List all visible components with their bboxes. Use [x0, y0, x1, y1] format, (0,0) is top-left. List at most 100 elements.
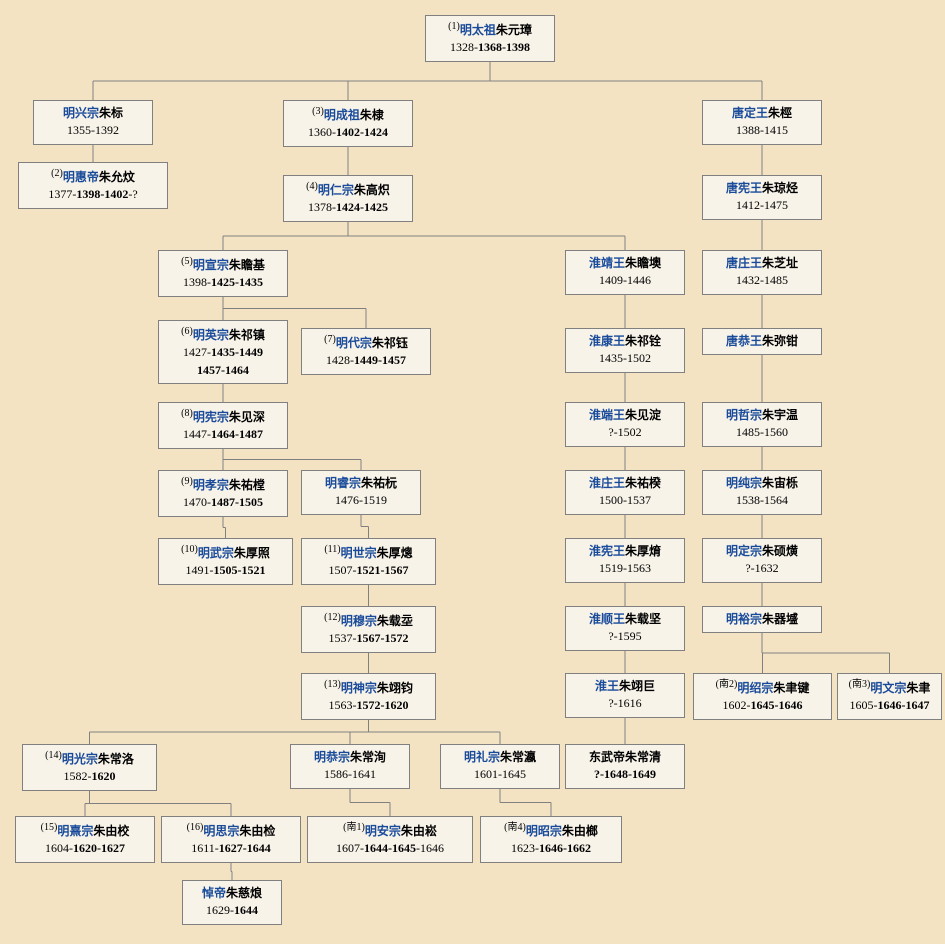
dates: 1537-1567-1572: [308, 630, 429, 647]
emperor-title: 悼帝: [202, 886, 226, 900]
node-n23: (11)明世宗朱厚熜1507-1521-1567: [301, 538, 436, 585]
node-n2: 明兴宗朱标1355-1392: [33, 100, 153, 145]
emperor-name: 朱瞻基: [229, 258, 265, 272]
emperor-title: 明思宗: [203, 824, 239, 838]
dates: ?-1502: [572, 424, 678, 441]
emperor-name: 朱由榔: [562, 824, 598, 838]
emperor-title: 明恭宗: [314, 750, 350, 764]
emperor-name: 朱载坖: [377, 614, 413, 628]
dates: 1409-1446: [572, 272, 678, 289]
emperor-title: 明昭宗: [526, 824, 562, 838]
emperor-name: 朱祁钰: [372, 336, 408, 350]
emperor-title: 唐定王: [732, 106, 768, 120]
emperor-title: 明神宗: [341, 681, 377, 695]
emperor-title: 淮端王: [589, 408, 625, 422]
dates: 1412-1475: [709, 197, 815, 214]
node-n21: 明纯宗朱宙栎1538-1564: [702, 470, 822, 515]
ordinal: (南3): [849, 679, 871, 690]
emperor-name: 朱琼烃: [762, 181, 798, 195]
node-n34: 明恭宗朱常洵 1586-1641: [290, 744, 410, 789]
emperor-title: 淮康王: [589, 334, 625, 348]
ordinal: (11): [324, 544, 340, 555]
node-n28: 明裕宗朱器墭: [702, 606, 822, 633]
emperor-title: 明世宗: [341, 546, 377, 560]
dates: ?-1648-1649: [572, 766, 678, 783]
dates: 1611-1627-1644: [168, 840, 294, 857]
dates: 1605-1646-1647: [844, 697, 935, 714]
emperor-title: 唐庄王: [726, 256, 762, 270]
node-n24: 淮宪王朱厚焴1519-1563: [565, 538, 685, 583]
dates: 1586-1641: [297, 766, 403, 783]
ordinal: (9): [181, 476, 193, 487]
emperor-name: 朱桱: [768, 106, 792, 120]
emperor-title: 明宪宗: [193, 410, 229, 424]
emperor-title: 明礼宗: [464, 750, 500, 764]
dates: 1427-1435-14491457-1464: [165, 344, 281, 379]
node-n25: 明定宗朱硕熿?-1632: [702, 538, 822, 583]
emperor-title: 明兴宗: [63, 106, 99, 120]
emperor-name: 朱常清: [625, 750, 661, 764]
emperor-title: 淮靖王: [589, 256, 625, 270]
dates: 1432-1485: [709, 272, 815, 289]
node-n3: (3)明成祖朱棣1360-1402-1424: [283, 100, 413, 147]
node-n13: 淮康王朱祁铨 1435-1502: [565, 328, 685, 373]
emperor-title: 淮王: [595, 679, 619, 693]
node-n17: 明哲宗朱宇温1485-1560: [702, 402, 822, 447]
dates: 1435-1502: [572, 350, 678, 367]
emperor-name: 朱厚焴: [625, 544, 661, 558]
emperor-title: 唐宪王: [726, 181, 762, 195]
node-n14: 唐恭王朱弥钳: [702, 328, 822, 355]
dates: 1563-1572-1620: [308, 697, 429, 714]
emperor-name: 朱由崧: [401, 824, 437, 838]
dates: 1428-1449-1457: [308, 352, 424, 369]
ordinal: (3): [312, 106, 324, 117]
dates: 1602-1645-1646: [700, 697, 825, 714]
dates: 1500-1537: [572, 492, 678, 509]
dates: 1507-1521-1567: [308, 562, 429, 579]
emperor-title: 明纯宗: [726, 476, 762, 490]
emperor-name: 朱见深: [229, 410, 265, 424]
node-n35: 明礼宗朱常瀛1601-1645: [440, 744, 560, 789]
dates: 1629-1644: [189, 902, 275, 919]
dates: 1447-1464-1487: [165, 426, 281, 443]
node-n31: (南2)明绍宗朱聿键1602-1645-1646: [693, 673, 832, 720]
family-tree-canvas: (1)明太祖朱元璋1328-1368-1398明兴宗朱标1355-1392(3)…: [0, 0, 945, 944]
ordinal: (10): [181, 544, 198, 555]
ordinal: (7): [324, 334, 336, 345]
dates: 1538-1564: [709, 492, 815, 509]
ordinal: (2): [51, 168, 63, 179]
node-n5: (2)明惠帝朱允炆1377-1398-1402-?: [18, 162, 168, 209]
node-n32: (南3)明文宗朱聿𨮁1605-1646-1647: [837, 673, 942, 720]
ordinal: (12): [324, 612, 341, 623]
emperor-name: 朱常洵: [350, 750, 386, 764]
node-n18: (9)明孝宗朱祐樘1470-1487-1505: [158, 470, 288, 517]
emperor-name: 朱由校: [93, 824, 129, 838]
emperor-title: 明惠帝: [63, 170, 99, 184]
emperor-title: 唐恭王: [726, 334, 762, 348]
node-n8: (5)明宣宗朱瞻基1398-1425-1435: [158, 250, 288, 297]
emperor-name: 朱宇温: [762, 408, 798, 422]
emperor-name: 朱祁铨: [625, 334, 661, 348]
emperor-name: 朱慈烺: [226, 886, 262, 900]
node-n33: (14)明光宗朱常洛1582-1620: [22, 744, 157, 791]
ordinal: (4): [306, 181, 318, 192]
emperor-name: 朱芝址: [762, 256, 798, 270]
emperor-title: 明安宗: [365, 824, 401, 838]
dates: 1378-1424-1425: [290, 199, 406, 216]
node-n4: 唐定王朱桱1388-1415: [702, 100, 822, 145]
emperor-title: 明熹宗: [57, 824, 93, 838]
node-n22: (10)明武宗朱厚照1491-1505-1521: [158, 538, 293, 585]
emperor-title: 明哲宗: [726, 408, 762, 422]
emperor-name: 朱元璋: [496, 23, 532, 37]
node-n38: (16)明思宗朱由检1611-1627-1644: [161, 816, 301, 863]
emperor-title: 明绍宗: [737, 681, 773, 695]
emperor-title: 淮庄王: [589, 476, 625, 490]
emperor-title: 淮顺王: [589, 612, 625, 626]
emperor-name: 朱聿键: [773, 681, 809, 695]
dates: 1491-1505-1521: [165, 562, 286, 579]
node-n29: (13)明神宗朱翊钧1563-1572-1620: [301, 673, 436, 720]
node-n36: 东武帝朱常清 ?-1648-1649: [565, 744, 685, 789]
emperor-title: 东武帝: [589, 750, 625, 764]
emperor-name: 朱高炽: [354, 183, 390, 197]
dates: 1476-1519: [308, 492, 414, 509]
